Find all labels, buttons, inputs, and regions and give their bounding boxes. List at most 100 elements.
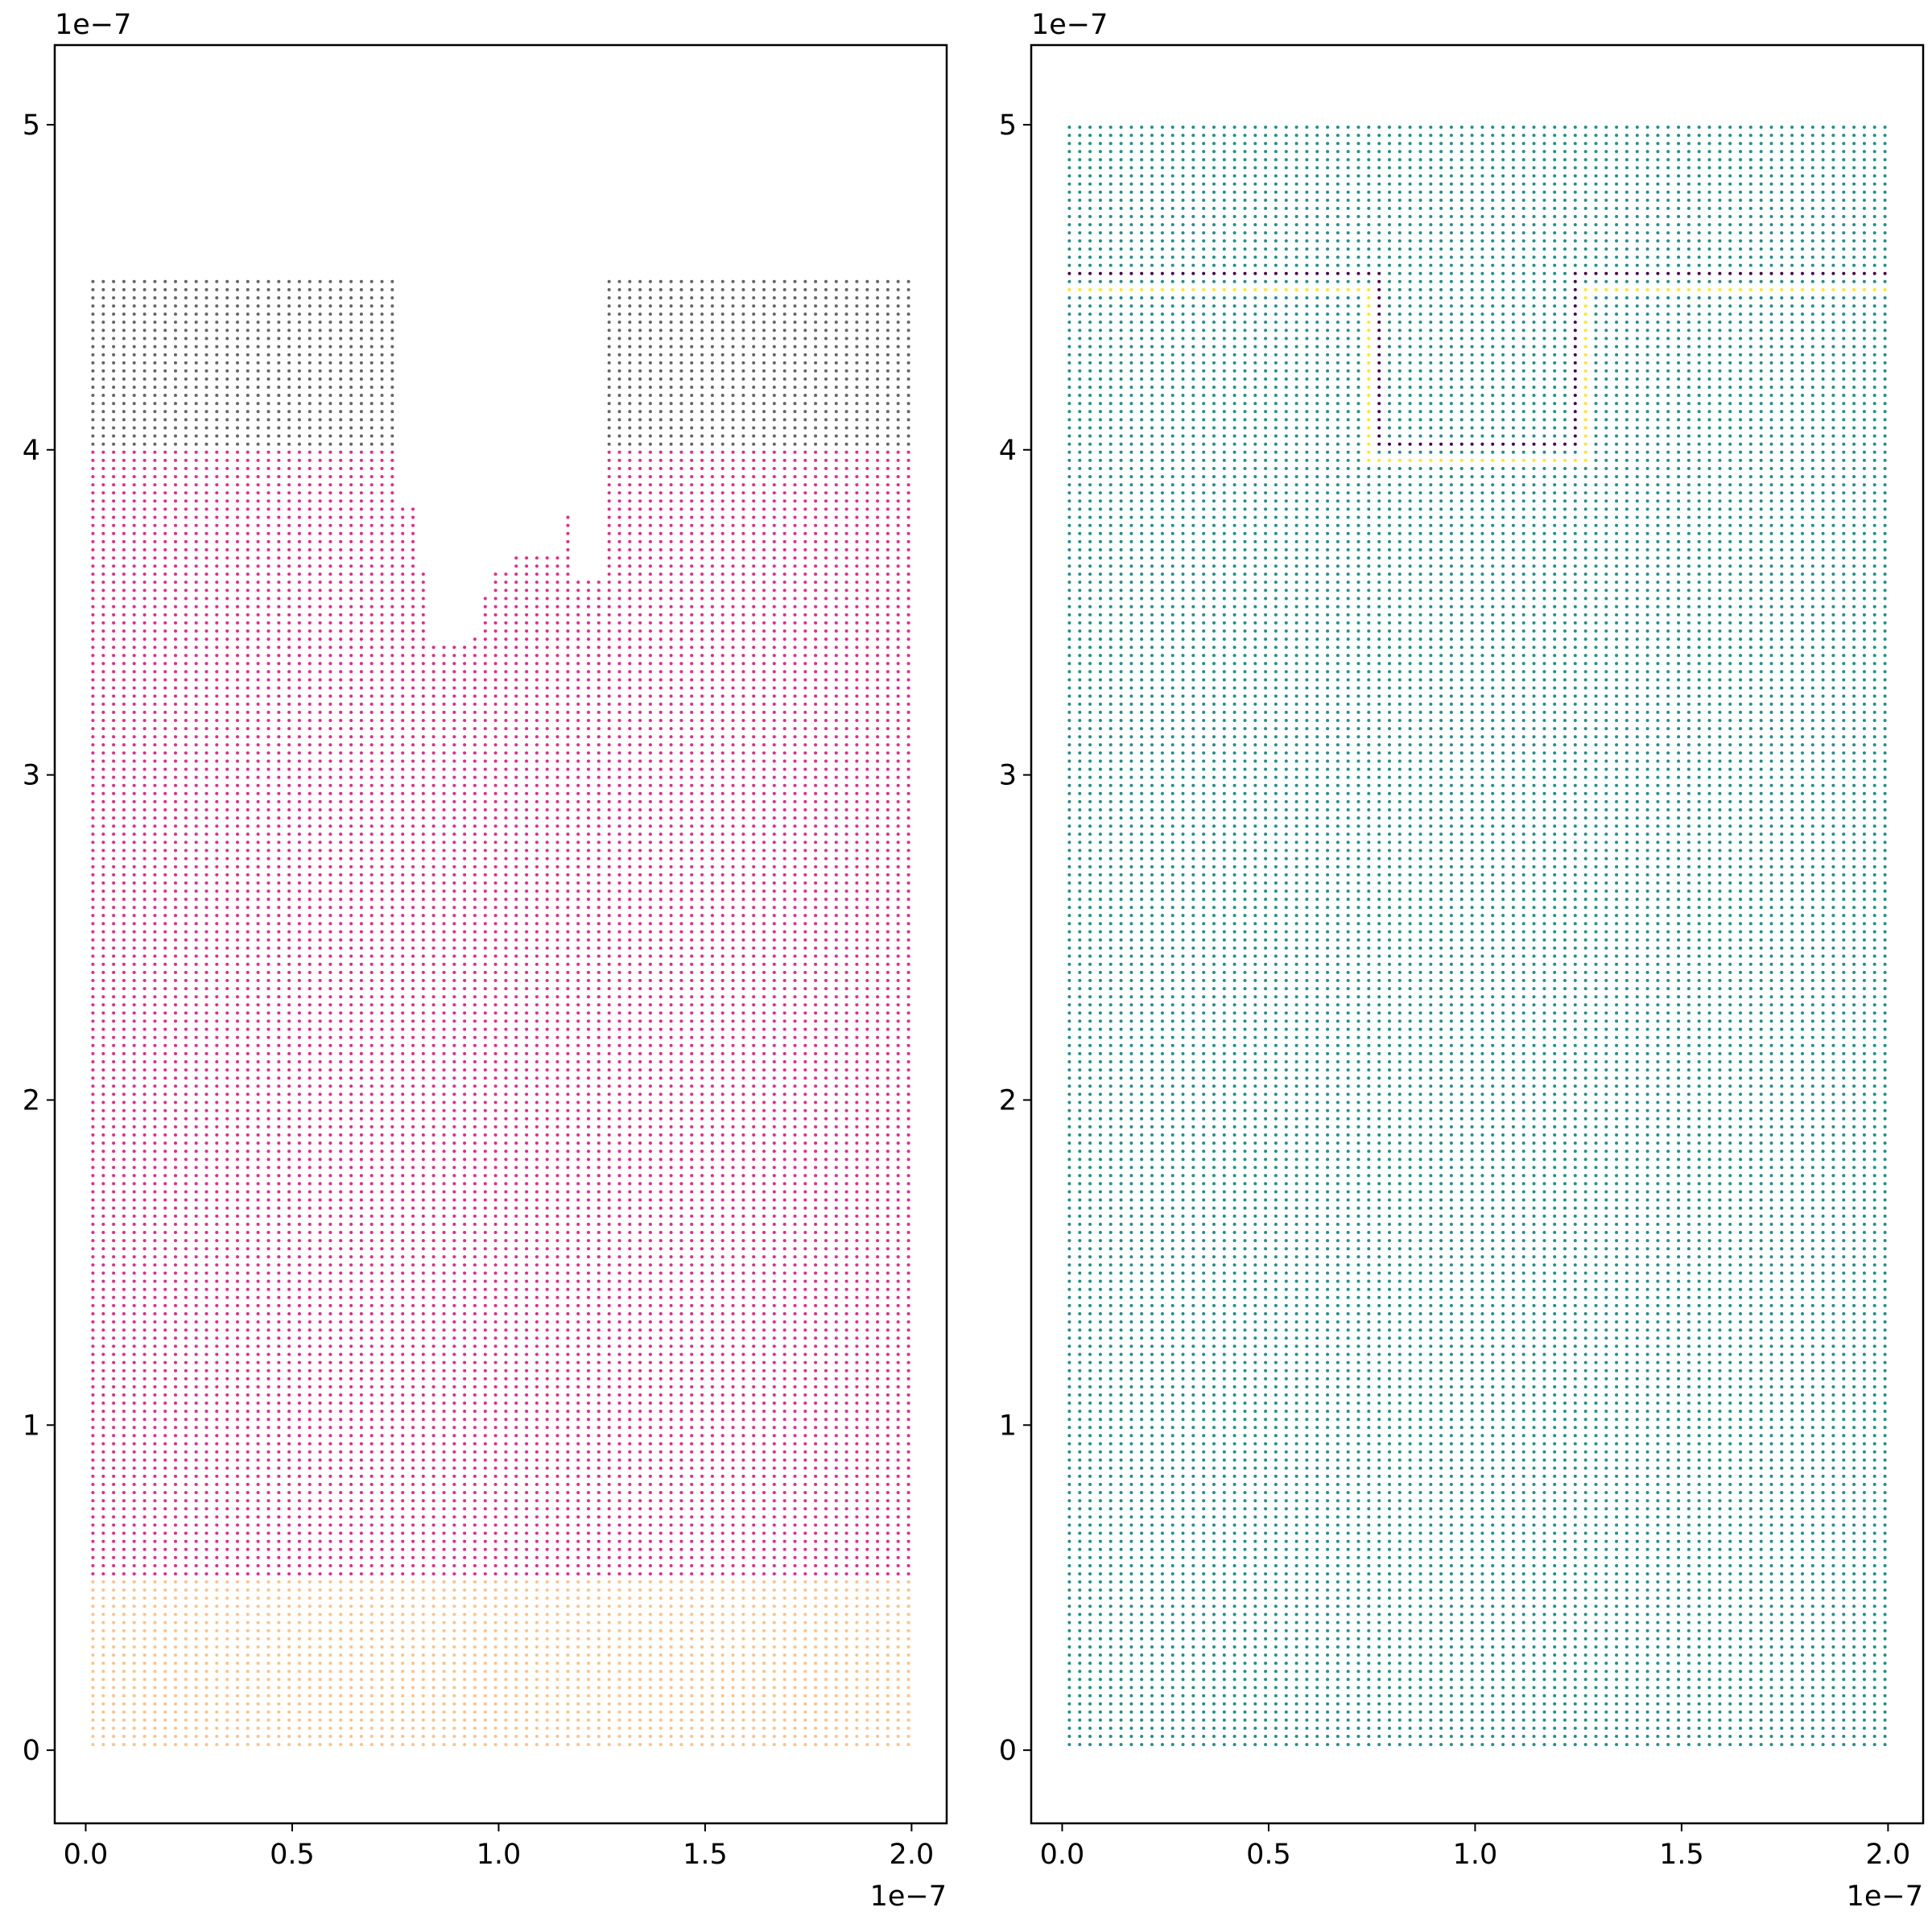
- point: [215, 1076, 219, 1080]
- point: [174, 743, 177, 747]
- point: [184, 946, 188, 950]
- point: [328, 1141, 332, 1145]
- point: [142, 1580, 147, 1584]
- point: [442, 1653, 446, 1657]
- point: [142, 483, 147, 487]
- point: [122, 1718, 126, 1722]
- point: [772, 1580, 776, 1584]
- point: [174, 775, 177, 779]
- point: [112, 1360, 116, 1364]
- point: [112, 1303, 116, 1307]
- point: [194, 1051, 198, 1055]
- point: [906, 1620, 910, 1624]
- point: [700, 1686, 704, 1690]
- point: [297, 890, 301, 893]
- point: [153, 1507, 157, 1511]
- point: [101, 930, 105, 934]
- point: [256, 971, 260, 974]
- point: [442, 1662, 446, 1666]
- point: [287, 1523, 291, 1527]
- point: [101, 1214, 105, 1218]
- point: [720, 1620, 724, 1624]
- point: [101, 962, 105, 966]
- point: [236, 979, 239, 982]
- point: [142, 1344, 147, 1348]
- point: [194, 1726, 198, 1730]
- point: [225, 1027, 229, 1031]
- point: [587, 1694, 590, 1698]
- point: [184, 1491, 188, 1495]
- point: [112, 783, 116, 787]
- point: [380, 1694, 384, 1698]
- point: [576, 1718, 580, 1722]
- point: [720, 1710, 724, 1714]
- point: [91, 1043, 95, 1047]
- point: [318, 621, 322, 625]
- point: [277, 1295, 281, 1299]
- point: [720, 1629, 724, 1633]
- point: [163, 588, 167, 592]
- point: [153, 572, 157, 576]
- point: [236, 1011, 239, 1015]
- point: [287, 995, 291, 999]
- point: [101, 1547, 105, 1551]
- point: [184, 694, 188, 698]
- point: [204, 816, 208, 820]
- point: [236, 1344, 239, 1348]
- point: [308, 1076, 312, 1080]
- point: [101, 1410, 105, 1414]
- point: [277, 1100, 281, 1104]
- point: [297, 686, 301, 690]
- point: [132, 678, 136, 682]
- point: [266, 1523, 270, 1527]
- point: [256, 848, 260, 852]
- point: [308, 1507, 312, 1511]
- point: [122, 1231, 126, 1234]
- point: [112, 1011, 116, 1015]
- point: [277, 1499, 281, 1503]
- point: [174, 1279, 177, 1283]
- point: [297, 930, 301, 934]
- point: [163, 1539, 167, 1543]
- point: [112, 1312, 116, 1315]
- point: [287, 1206, 291, 1210]
- point: [607, 1637, 611, 1641]
- point: [204, 1547, 208, 1551]
- point: [587, 1596, 590, 1600]
- point: [638, 1670, 642, 1674]
- point: [194, 1547, 198, 1551]
- point: [132, 995, 136, 999]
- point: [225, 1239, 229, 1243]
- point: [215, 1743, 219, 1747]
- point: [308, 1027, 312, 1031]
- point: [814, 1629, 818, 1633]
- point: [535, 1596, 539, 1600]
- point: [411, 1686, 415, 1690]
- point: [555, 1596, 559, 1600]
- point: [741, 1694, 745, 1698]
- point: [328, 1418, 332, 1422]
- point: [174, 938, 177, 942]
- point: [122, 1084, 126, 1088]
- point: [163, 767, 167, 771]
- point: [215, 1694, 219, 1698]
- point: [246, 881, 250, 885]
- point: [91, 1735, 95, 1738]
- point: [215, 564, 219, 568]
- point: [834, 1620, 838, 1624]
- point: [297, 1662, 301, 1666]
- point: [101, 1612, 105, 1616]
- point: [194, 507, 198, 511]
- point: [555, 1645, 559, 1649]
- point: [266, 922, 270, 926]
- point: [328, 1662, 332, 1666]
- point: [566, 1620, 570, 1624]
- point: [865, 1596, 869, 1600]
- point: [246, 751, 250, 755]
- point: [256, 1596, 260, 1600]
- point: [297, 499, 301, 503]
- point: [101, 1287, 105, 1291]
- point: [246, 1694, 250, 1698]
- point: [101, 922, 105, 926]
- point: [153, 629, 157, 633]
